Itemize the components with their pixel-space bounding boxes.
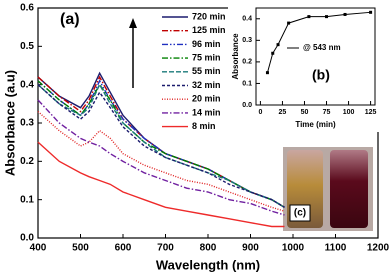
data-point	[276, 43, 280, 47]
x-tick-label: 25	[279, 109, 287, 116]
series-line	[37, 99, 285, 216]
legend-label: 20 min	[192, 94, 221, 104]
y-tick-label: 0.1	[242, 80, 252, 87]
panel-label: (b)	[312, 67, 330, 83]
legend-label: 8 min	[192, 121, 216, 131]
vial	[330, 150, 368, 228]
y-tick-label: 0.0	[242, 102, 252, 109]
x-tick-label: 1200	[367, 243, 390, 254]
x-tick-label: 75	[323, 109, 331, 116]
x-tick-label: 900	[242, 243, 259, 254]
y-tick-label: 0.4	[242, 16, 252, 23]
legend-label: 55 min	[192, 66, 221, 76]
y-tick-label: 0.4	[20, 79, 34, 90]
photo-inset: (c)	[283, 147, 373, 231]
data-point	[343, 12, 347, 16]
series-line	[37, 79, 285, 208]
plot-frame	[255, 7, 376, 106]
legend-label: 14 min	[192, 107, 221, 117]
x-tick-label: 600	[115, 243, 132, 254]
inset-background	[228, 2, 380, 132]
x-axis-label: Wavelength (nm)	[156, 257, 260, 272]
x-tick-label: 800	[200, 243, 217, 254]
series-line	[37, 110, 285, 212]
data-point	[265, 71, 269, 75]
data-point	[369, 10, 373, 14]
y-axis-label: Absorbance (a.u)	[2, 70, 17, 176]
data-point	[325, 15, 329, 19]
y-tick-label: 0.2	[20, 156, 34, 167]
data-point	[271, 51, 275, 55]
y-tick-label: 0.3	[242, 37, 252, 44]
legend-label: 75 min	[192, 52, 221, 62]
data-point	[307, 15, 311, 19]
legend-label: @ 543 nm	[303, 43, 341, 52]
legend-label: 32 min	[192, 80, 221, 90]
x-tick-label: 0	[258, 109, 262, 116]
legend-label: 96 min	[192, 39, 221, 49]
photo-label: (c)	[294, 208, 306, 219]
y-tick-label: 0.3	[20, 118, 34, 129]
x-tick-label: 50	[301, 109, 309, 116]
x-tick-label: 125	[365, 109, 377, 116]
series-line	[37, 84, 285, 208]
data-point	[287, 21, 291, 25]
y-tick-label: 0.1	[20, 194, 34, 205]
trend-arrowhead	[129, 18, 137, 28]
x-tick-label: 700	[157, 243, 174, 254]
x-tick-label: 500	[72, 243, 89, 254]
panel-label: (a)	[60, 11, 80, 28]
legend-label: 720 min	[192, 11, 226, 21]
label-box	[289, 204, 311, 222]
x-tick-label: 100	[343, 109, 355, 116]
chart: 0 25 50 75 100 125 0.0 0.1 0.2 0.3 0.4 Time (min) Ab…	[228, 2, 380, 132]
x-axis-label: Time (min)	[295, 120, 336, 129]
y-tick-label: 0.0	[20, 233, 34, 244]
series-line	[37, 141, 285, 228]
x-tick-label: 1000	[282, 243, 305, 254]
y-axis-label: Absorbance	[231, 33, 240, 80]
y-tick-label: 0.5	[20, 41, 34, 52]
y-tick-label: 0.6	[20, 3, 34, 14]
y-tick-label: 0.2	[242, 59, 252, 66]
series-line	[37, 83, 285, 208]
x-tick-label: 400	[30, 243, 47, 254]
x-tick-label: 1100	[325, 243, 347, 254]
chart: 400 500 600 700 800 900 1000 1100 12000.00.10.20…	[2, 3, 389, 273]
series-line	[37, 75, 285, 208]
legend-label: 125 min	[192, 25, 226, 35]
